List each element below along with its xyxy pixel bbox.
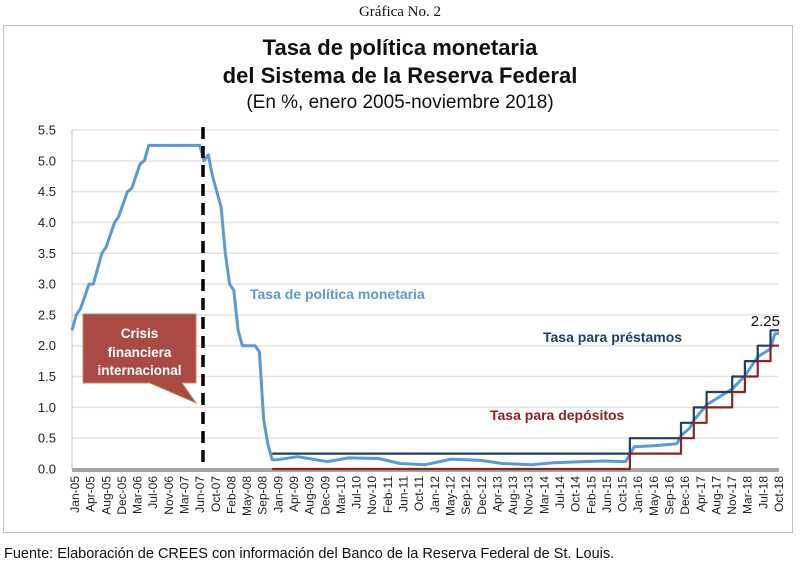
y-tick-label: 0.5 xyxy=(38,431,56,446)
chart-title-line-1: Tasa de política monetaria xyxy=(262,35,538,60)
x-tick-label: Mar-14 xyxy=(537,476,551,514)
x-tick-label: Apr-05 xyxy=(84,476,98,512)
crisis-callout: Crisis financiera internacional xyxy=(82,313,198,405)
x-tick-label: Mar-07 xyxy=(178,476,192,514)
x-tick-label: Jul-18 xyxy=(756,476,770,509)
chart-title-line-2: del Sistema de la Reserva Federal xyxy=(222,63,578,88)
series-group xyxy=(70,143,780,471)
x-tick-label: May-12 xyxy=(443,476,457,516)
x-tick-label: Oct-15 xyxy=(616,476,630,512)
x-tick-label: Dec-05 xyxy=(115,476,129,515)
y-tick-label: 3.0 xyxy=(38,277,56,292)
x-tick-label: Apr-17 xyxy=(694,476,708,512)
y-tick-label: 2.5 xyxy=(38,307,56,322)
y-axis-ticks: 0.0 0.5 1.0 1.5 2.0 2.5 3.0 3.5 4.0 4.5 5.0 5.5 xyxy=(38,123,56,477)
x-tick-label: Aug-05 xyxy=(99,476,113,515)
x-tick-label: Jan-16 xyxy=(631,476,645,513)
y-tick-label: 3.5 xyxy=(38,246,56,261)
series-line-tasa-depositos xyxy=(272,344,779,471)
crisis-callout-text-3: internacional xyxy=(97,363,181,378)
x-tick-label: Oct-18 xyxy=(772,476,786,512)
series-line-tasa-politica xyxy=(70,143,780,467)
x-tick-label: Mar-18 xyxy=(741,476,755,514)
x-axis-ticks: Jan-05 Apr-05 Aug-05 Dec-05 Mar-06 Jul-06 Nov-… xyxy=(68,476,786,516)
x-tick-label: Mar-06 xyxy=(131,476,145,514)
x-tick-label: Nov-13 xyxy=(522,476,536,515)
y-tick-label: 5.5 xyxy=(38,123,56,138)
series-line-tasa-prestamos xyxy=(272,329,779,455)
crisis-callout-text-2: financiera xyxy=(108,345,172,360)
x-tick-label: Jun-07 xyxy=(193,476,207,513)
x-tick-label: May-16 xyxy=(647,476,661,516)
figure-caption: Gráfica No. 2 xyxy=(358,4,442,20)
y-tick-label: 2.0 xyxy=(38,338,56,353)
source-note: Fuente: Elaboración de CREES con informa… xyxy=(4,546,615,562)
x-tick-label: Dec-16 xyxy=(678,476,692,515)
x-tick-label: Nov-17 xyxy=(725,476,739,515)
x-tick-label: Sep-16 xyxy=(662,476,676,515)
x-tick-label: Oct-14 xyxy=(569,476,583,512)
x-tick-label: Dec-09 xyxy=(318,476,332,515)
label-tasa-politica-monetaria: Tasa de política monetaria xyxy=(250,286,425,302)
y-tick-label: 0.0 xyxy=(38,462,56,477)
x-tick-label: Apr-13 xyxy=(490,476,504,512)
x-tick-label: Nov-06 xyxy=(162,476,176,515)
label-tasa-depositos: Tasa para depósitos xyxy=(490,407,625,423)
y-tick-label: 1.5 xyxy=(38,369,56,384)
x-tick-label: Jan-12 xyxy=(428,476,442,513)
x-tick-label: Jun-15 xyxy=(600,476,614,513)
x-tick-label: Jul-06 xyxy=(146,476,160,509)
x-tick-label: Apr-09 xyxy=(287,476,301,512)
x-tick-label: Nov-10 xyxy=(365,476,379,515)
x-tick-label: Aug-17 xyxy=(709,476,723,515)
x-tick-label: Jan-09 xyxy=(271,476,285,513)
label-tasa-prestamos: Tasa para préstamos xyxy=(543,329,682,345)
x-tick-label: Dec-12 xyxy=(475,476,489,515)
label-final-value: 2.25 xyxy=(751,313,780,330)
y-tick-label: 5.0 xyxy=(38,153,56,168)
x-tick-label: Feb-08 xyxy=(224,476,238,514)
crisis-callout-text-1: Crisis xyxy=(121,326,159,341)
x-tick-label: Aug-09 xyxy=(303,476,317,515)
x-tick-label: Jul-10 xyxy=(350,476,364,509)
y-tick-label: 1.0 xyxy=(38,400,56,415)
y-tick-label: 4.5 xyxy=(38,184,56,199)
crisis-callout-box xyxy=(82,313,198,405)
x-tick-label: May-08 xyxy=(240,476,254,516)
chart-frame xyxy=(3,25,793,533)
y-tick-label: 4.0 xyxy=(38,215,56,230)
x-tick-label: Jun-11 xyxy=(397,476,411,512)
chart-subtitle: (En %, enero 2005-noviembre 2018) xyxy=(246,92,554,113)
x-tick-label: Oct-07 xyxy=(209,476,223,512)
x-tick-label: Sep-12 xyxy=(459,476,473,515)
x-tick-label: Sep-08 xyxy=(256,476,270,515)
x-tick-label: Feb-11 xyxy=(381,476,395,513)
x-tick-label: Aug-13 xyxy=(506,476,520,515)
x-tick-label: Jul-14 xyxy=(553,476,567,509)
x-tick-label: Mar-10 xyxy=(334,476,348,514)
x-tick-label: Oct-11 xyxy=(412,476,426,511)
x-tick-label: Feb-15 xyxy=(584,476,598,514)
x-tick-label: Jan-05 xyxy=(68,476,82,513)
